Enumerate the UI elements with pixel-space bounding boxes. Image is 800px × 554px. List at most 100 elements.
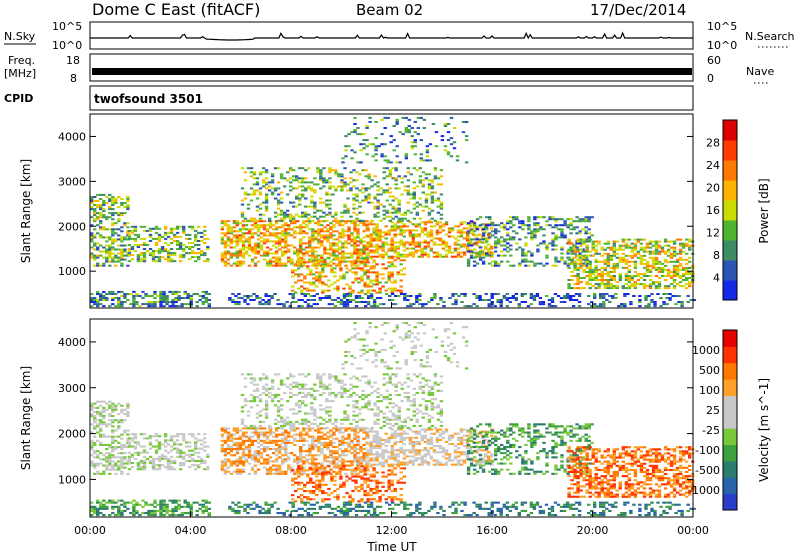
power-cell [292,175,296,178]
power-cell [305,250,309,253]
power-cell [415,201,419,204]
power-cell [390,221,394,224]
velocity-cell [159,505,163,508]
velocity-cell [188,453,192,456]
power-cell [169,258,174,261]
power-cell [169,227,174,230]
velocity-cell [117,505,121,508]
power-cell [344,234,348,237]
velocity-cell [157,466,162,469]
power-cell [341,224,345,227]
power-cell [191,246,195,248]
power-cell [329,248,333,251]
power-cell [469,238,474,241]
power-cell [99,293,103,295]
power-cell [450,251,455,254]
power-cell [362,250,366,253]
power-cell [551,226,555,229]
velocity-cell [281,439,285,442]
power-cell [487,233,491,236]
velocity-cell [111,437,115,440]
velocity-cell [274,435,279,438]
velocity-cell [238,441,243,444]
power-cell [288,305,292,308]
power-cell [299,232,303,235]
power-cell [313,215,317,218]
power-cell [627,238,632,241]
power-cell [274,250,279,253]
power-cell [298,185,302,188]
power-cell [430,195,435,198]
velocity-cell [90,441,94,444]
power-cell [334,189,338,192]
power-cell [407,131,411,134]
power-cell [388,171,392,174]
power-cell [99,206,103,209]
velocity-cell [93,415,97,418]
power-cell [618,277,622,279]
power-cell [316,183,320,186]
power-cell [366,301,371,303]
power-cell [506,238,510,241]
velocity-cell [235,437,240,440]
velocity-cell [197,459,201,462]
power-cell [108,216,112,219]
velocity-cell [168,514,172,517]
power-cell [343,209,347,212]
power-cell [271,234,276,237]
velocity-cell [139,468,144,471]
power-cell [310,215,314,218]
power-cell [560,258,564,261]
power-cell [570,260,574,263]
power-cell [603,248,607,251]
power-cell [324,283,328,286]
power-cell [400,177,404,180]
power-cell [93,204,97,206]
power-cell [276,203,281,206]
power-cell [397,203,401,206]
velocity-cell [223,452,228,455]
power-cell [457,295,461,297]
power-cell [258,203,263,206]
velocity-cell [277,468,282,471]
power-cell [462,227,467,230]
power-cell [127,244,132,246]
velocity-cell [114,406,118,409]
power-cell [132,305,136,308]
power-cell [299,238,303,241]
velocity-cell [188,455,192,458]
power-cell [369,235,373,238]
power-cell [497,238,501,241]
power-cell [293,230,297,233]
power-cell [576,279,580,281]
power-cell [261,181,266,184]
power-cell [364,187,368,190]
velocity-cell [191,449,195,452]
power-cell [108,254,112,257]
power-cell [548,242,552,245]
power-cell [396,227,400,230]
velocity-cell [133,445,138,448]
power-cell [305,226,309,229]
power-cell [279,219,284,222]
power-cell [111,212,115,215]
power-cell [557,236,561,239]
power-cell [369,251,373,254]
power-cell [472,248,477,251]
power-cell [323,250,327,253]
velocity-cell [200,439,204,442]
power-cell [384,289,388,292]
velocity-cell [99,427,103,430]
power-cell [573,287,577,290]
power-cell [427,213,432,216]
power-cell [299,240,303,243]
power-cell [284,246,288,249]
power-cell [282,305,286,308]
power-cell [350,149,354,152]
power-cell [111,202,115,204]
power-cell [295,175,299,178]
power-cell [469,232,474,235]
power-cell [615,281,619,284]
power-cell [117,220,121,223]
velocity-cell [329,460,333,463]
